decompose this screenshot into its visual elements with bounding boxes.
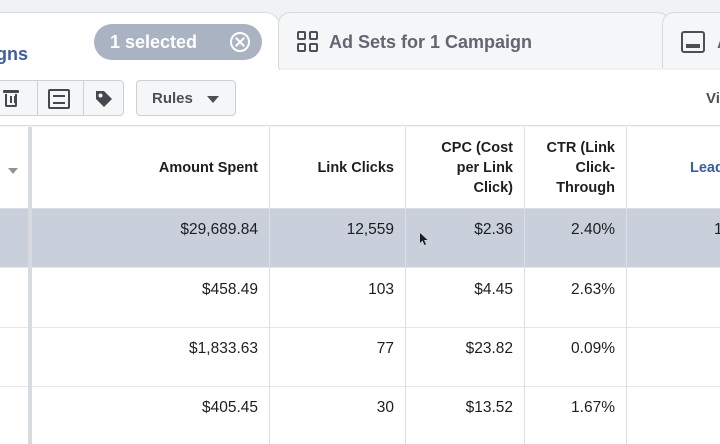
rules-dropdown[interactable]: Rules — [136, 80, 236, 116]
ad-sets-grid-icon — [297, 31, 319, 53]
cell-amount-spent: $1,833.63 — [189, 340, 258, 357]
cell-leads: 1 — [714, 221, 720, 238]
tab-ads[interactable]: A — [662, 12, 720, 68]
data-table: $29,689.84 12,559 $2.36 2.40% 1 $458.49 … — [0, 127, 720, 444]
cell-cpc: $4.45 — [474, 281, 513, 298]
tab-ads-label: A — [717, 32, 720, 53]
toolbar: Rules Vi — [0, 70, 720, 126]
table-row[interactable]: $29,689.84 12,559 $2.36 2.40% 1 — [0, 209, 720, 268]
cell-amount-spent: $405.45 — [201, 399, 258, 416]
swap-arrows-icon — [48, 89, 70, 109]
column-divider — [269, 127, 270, 444]
cell-ctr: 2.40% — [571, 221, 615, 238]
tab-strip: aigns 1 selected Ad Sets for 1 Campaign … — [0, 0, 720, 72]
header-ctr[interactable]: CTR (Link Click-Through — [546, 140, 615, 196]
header-amount-spent[interactable]: Amount Spent — [158, 160, 258, 176]
delete-button[interactable] — [0, 81, 31, 115]
ads-icon — [681, 31, 705, 53]
cell-amount-spent: $458.49 — [201, 281, 258, 298]
pinned-column-divider[interactable] — [28, 127, 32, 444]
table-row[interactable]: $458.49 103 $4.45 2.63% — [0, 269, 720, 328]
rules-label: Rules — [152, 90, 193, 107]
mouse-cursor-icon — [420, 233, 428, 245]
cell-cpc: $2.36 — [474, 221, 513, 238]
selection-chip-label: 1 selected — [110, 32, 198, 52]
cell-amount-spent: $29,689.84 — [180, 221, 258, 238]
tab-ad-sets[interactable]: Ad Sets for 1 Campaign — [278, 12, 670, 68]
table-header: Amount Spent Link Clicks CPC (Cost per L… — [0, 127, 720, 209]
cell-cpc: $23.82 — [465, 340, 513, 357]
cell-link-clicks: 30 — [376, 399, 394, 416]
tag-icon — [96, 91, 112, 107]
selection-chip[interactable]: 1 selected — [94, 24, 262, 60]
cell-link-clicks: 103 — [368, 281, 394, 298]
close-icon[interactable] — [230, 32, 250, 52]
header-cpc[interactable]: CPC (Cost per Link Click) — [441, 140, 513, 196]
view-setup-label[interactable]: Vi — [706, 90, 720, 107]
tag-button[interactable] — [83, 81, 123, 115]
tab-campaigns-label: aigns — [0, 44, 29, 64]
action-button-group — [0, 80, 124, 116]
ab-test-button[interactable] — [37, 81, 77, 115]
header-link-clicks[interactable]: Link Clicks — [317, 160, 394, 176]
header-leads[interactable]: Lead — [690, 160, 720, 176]
cell-link-clicks: 77 — [376, 340, 394, 357]
column-sort-caret-icon[interactable] — [8, 168, 18, 174]
column-divider — [405, 127, 406, 444]
trash-icon — [3, 90, 19, 107]
caret-down-icon — [207, 96, 219, 103]
cell-ctr: 2.63% — [571, 281, 615, 298]
table-row[interactable]: $1,833.63 77 $23.82 0.09% — [0, 328, 720, 387]
cell-ctr: 1.67% — [571, 399, 615, 416]
column-divider — [626, 127, 627, 444]
cell-cpc: $13.52 — [465, 399, 513, 416]
cell-link-clicks: 12,559 — [346, 221, 394, 238]
column-divider — [524, 127, 525, 444]
tab-ad-sets-label: Ad Sets for 1 Campaign — [329, 32, 533, 52]
cell-ctr: 0.09% — [571, 340, 615, 357]
table-row[interactable]: $405.45 30 $13.52 1.67% — [0, 387, 720, 444]
